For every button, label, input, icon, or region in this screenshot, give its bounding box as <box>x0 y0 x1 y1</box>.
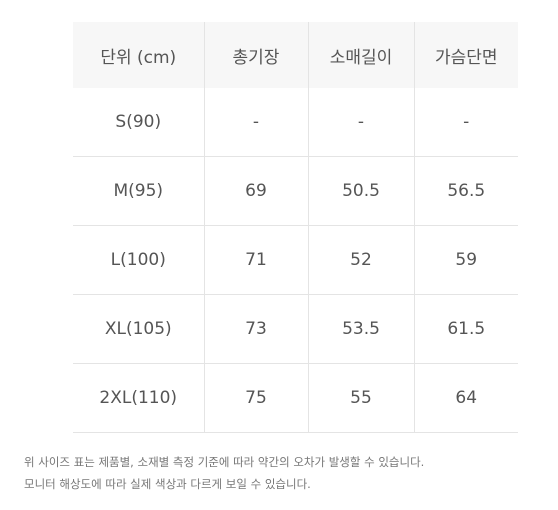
header-total-length: 총기장 <box>203 22 308 88</box>
chest-width-cell: 64 <box>413 363 518 433</box>
size-label-cell: S(90) <box>115 112 162 132</box>
size-label-cell: L(100) <box>73 225 204 295</box>
header-chest-width: 가슴단면 <box>413 22 518 88</box>
table-row: M(95) 69 50.5 56.5 <box>73 156 518 226</box>
chest-width-cell: 56.5 <box>413 156 518 226</box>
total-length-cell: - <box>203 88 308 157</box>
chest-width-cell: - <box>413 88 518 157</box>
header-unit: 단위 (cm) <box>73 22 204 88</box>
sleeve-length-cell: - <box>307 88 414 157</box>
table-row: XL(105) 73 53.5 61.5 <box>73 294 518 364</box>
total-length-cell: 69 <box>203 156 308 226</box>
table-row: S(90) - - - <box>73 88 518 157</box>
size-table: 단위 (cm) 총기장 소매길이 가슴단면 S(90) - - - M(95) … <box>73 22 518 433</box>
total-length-cell: 73 <box>203 294 308 364</box>
table-row: L(100) 71 52 59 <box>73 225 518 295</box>
table-header-row: 단위 (cm) 총기장 소매길이 가슴단면 <box>73 22 518 88</box>
size-label-cell: 2XL(110) <box>73 363 204 433</box>
size-notes: 위 사이즈 표는 제품별, 소재별 측정 기준에 따라 약간의 오차가 발생할 … <box>24 451 424 495</box>
total-length-cell: 75 <box>203 363 308 433</box>
note-measurement-tolerance: 위 사이즈 표는 제품별, 소재별 측정 기준에 따라 약간의 오차가 발생할 … <box>24 455 425 469</box>
sleeve-length-cell: 50.5 <box>307 156 414 226</box>
chest-width-cell: 61.5 <box>413 294 518 364</box>
size-label-cell: M(95) <box>73 156 204 226</box>
sleeve-length-cell: 52 <box>307 225 414 295</box>
note-monitor-color: 모니터 해상도에 따라 실제 색상과 다르게 보일 수 있습니다. <box>24 477 311 491</box>
sleeve-length-cell: 55 <box>307 363 414 433</box>
size-label-cell: XL(105) <box>73 294 204 364</box>
table-row: 2XL(110) 75 55 64 <box>73 363 518 433</box>
total-length-cell: 71 <box>203 225 308 295</box>
sleeve-length-cell: 53.5 <box>307 294 414 364</box>
header-sleeve-length: 소매길이 <box>307 22 414 88</box>
chest-width-cell: 59 <box>413 225 518 295</box>
